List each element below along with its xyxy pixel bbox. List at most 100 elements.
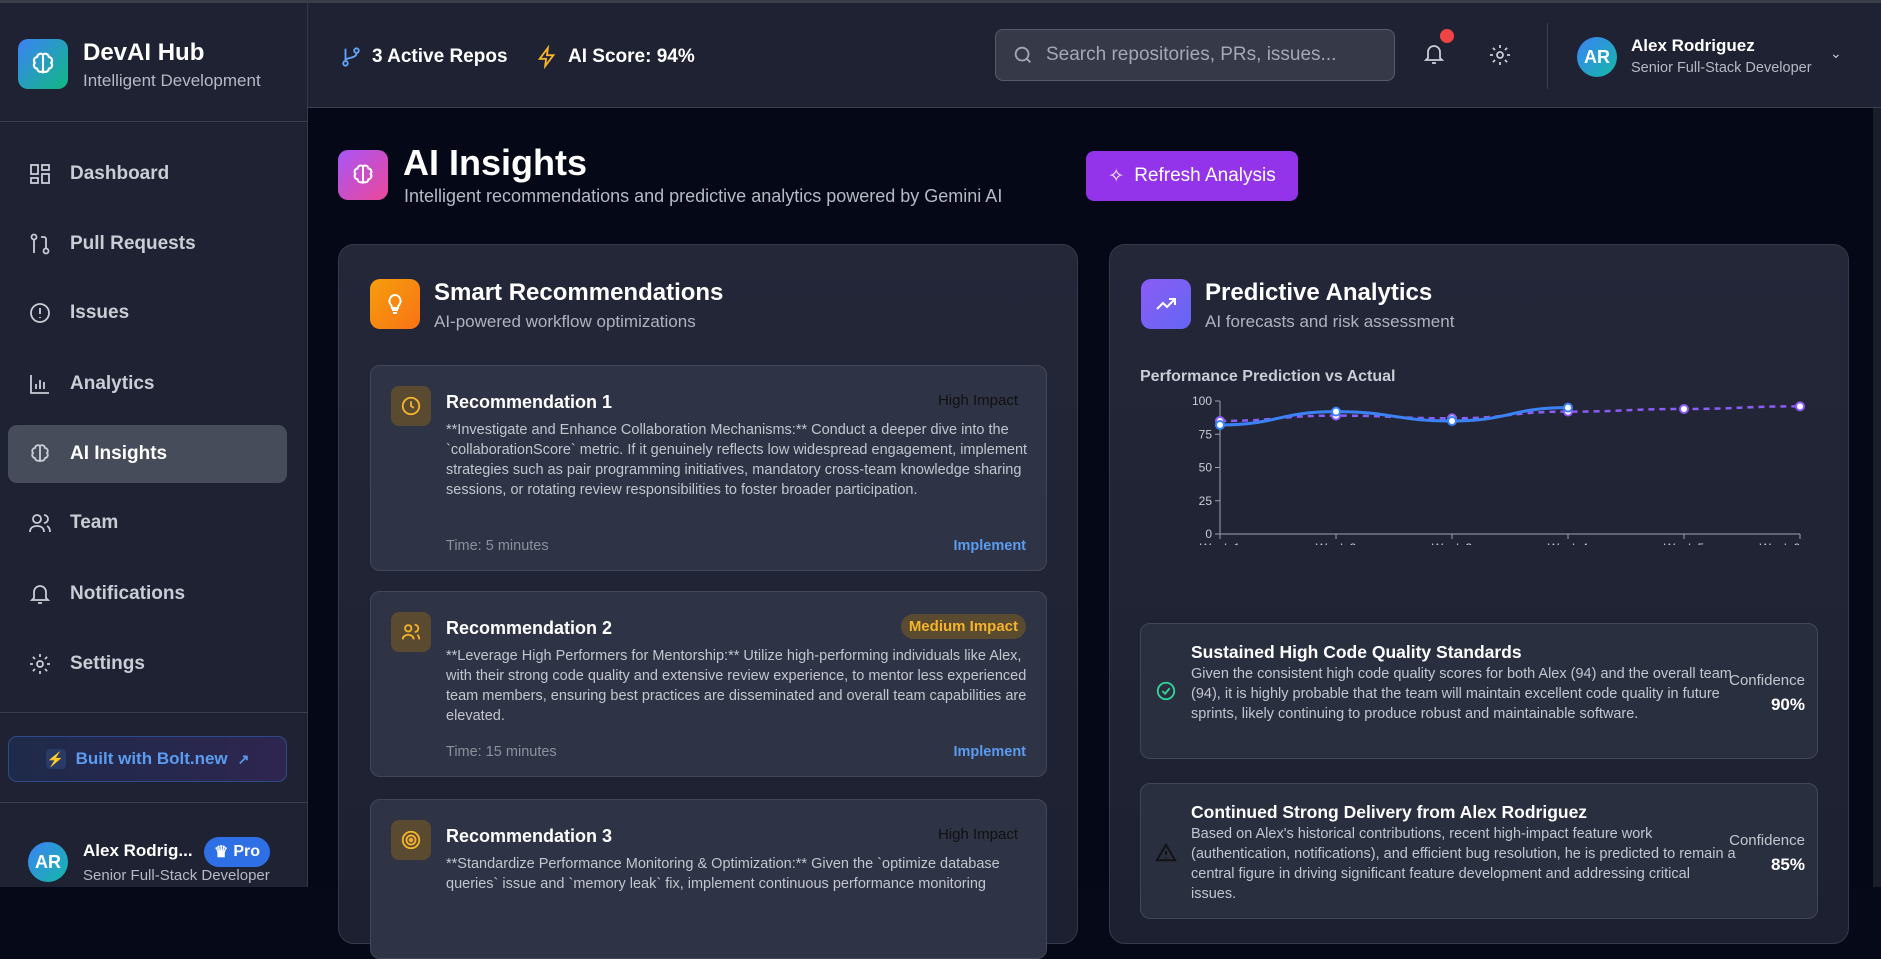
- app-name: DevAI Hub: [83, 39, 205, 66]
- bell-icon: [1423, 45, 1445, 64]
- implement-button[interactable]: Implement: [953, 538, 1026, 554]
- sidebar-user-name: Alex Rodrig...: [83, 841, 193, 860]
- page-subtitle: Intelligent recommendations and predicti…: [404, 186, 1003, 206]
- active-repos-label: 3 Active Repos: [372, 46, 508, 67]
- recommendation-card: Recommendation 2 Medium Impact **Leverag…: [370, 591, 1047, 777]
- recommendation-title: Recommendation 2: [446, 618, 613, 638]
- sidebar-item-dashboard[interactable]: Dashboard: [8, 145, 287, 203]
- notifications-button[interactable]: [1422, 29, 1454, 72]
- refresh-label: Refresh Analysis: [1134, 165, 1276, 186]
- gear-icon: [30, 654, 50, 674]
- sidebar-user-role: Senior Full-Stack Developer: [83, 867, 270, 884]
- sidebar-item-notifications[interactable]: Notifications: [8, 565, 287, 623]
- sidebar-item-pull-requests[interactable]: Pull Requests: [8, 215, 287, 273]
- divider: [1547, 23, 1548, 89]
- nav-label: Issues: [70, 302, 130, 323]
- search-input[interactable]: [1046, 44, 1376, 66]
- prediction-title: Continued Strong Delivery from Alex Rodr…: [1191, 802, 1588, 822]
- sidebar-item-settings[interactable]: Settings: [8, 635, 287, 693]
- search-box[interactable]: [995, 29, 1395, 81]
- confidence: Confidence 85%: [1729, 832, 1805, 875]
- user-role: Senior Full-Stack Developer: [1631, 60, 1812, 76]
- sidebar-item-issues[interactable]: Issues: [8, 284, 287, 342]
- confidence-value: 90%: [1770, 695, 1805, 714]
- refresh-analysis-button[interactable]: ✧ Refresh Analysis: [1086, 151, 1298, 201]
- data-point-actual: [1331, 406, 1341, 417]
- brain-logo-icon: [18, 39, 68, 89]
- pro-label: Pro: [233, 843, 261, 860]
- lightbulb-icon: [370, 279, 420, 329]
- users-icon: [29, 514, 51, 533]
- y-tick-label: 25: [1199, 494, 1213, 508]
- confidence: Confidence 90%: [1729, 672, 1805, 715]
- nav-label: Pull Requests: [70, 233, 196, 254]
- prediction-body: Based on Alex's historical contributions…: [1191, 826, 1736, 902]
- divider: [0, 121, 308, 122]
- y-tick-label: 0: [1205, 527, 1212, 541]
- x-tick-label: Week 4: [1548, 541, 1589, 545]
- check-circle-icon: [1156, 681, 1176, 701]
- impact-badge: Medium Impact: [900, 614, 1026, 639]
- crown-icon: ♛: [214, 844, 229, 861]
- nav-label: Analytics: [70, 373, 155, 394]
- recommendation-time: Time: 5 minutes: [446, 538, 549, 554]
- gear-icon: [1490, 45, 1510, 65]
- pro-badge: ♛ Pro: [204, 837, 271, 867]
- ai-score-stat: AI Score: 94%: [536, 45, 695, 69]
- card-subtitle: AI forecasts and risk assessment: [1205, 312, 1455, 331]
- app-tagline: Intelligent Development: [83, 71, 261, 90]
- card-title: Smart Recommendations: [434, 279, 724, 306]
- prediction-title: Sustained High Code Quality Standards: [1191, 642, 1522, 662]
- search-icon: [1014, 46, 1031, 63]
- implement-button[interactable]: Implement: [953, 744, 1026, 760]
- card-title: Predictive Analytics: [1205, 279, 1433, 306]
- sidebar-item-ai-insights[interactable]: AI Insights: [8, 425, 287, 483]
- settings-button[interactable]: [1488, 43, 1512, 72]
- impact-badge: High Impact: [937, 392, 1018, 409]
- notification-dot: [1440, 29, 1454, 43]
- recommendation-body: **Leverage High Performers for Mentorshi…: [446, 648, 1027, 724]
- recommendation-title: Recommendation 1: [446, 392, 613, 412]
- smart-recommendations-card: Smart Recommendations AI-powered workflo…: [338, 244, 1078, 959]
- recommendation-body: **Investigate and Enhance Collaboration …: [446, 422, 1028, 498]
- avatar[interactable]: AR: [28, 842, 68, 882]
- data-point-actual: [1215, 419, 1225, 430]
- external-link-icon: ↗: [237, 750, 250, 767]
- active-repos-stat: 3 Active Repos: [340, 45, 508, 69]
- users-icon: [391, 612, 431, 652]
- ai-score-label: AI Score: 94%: [568, 46, 695, 67]
- trending-up-icon: [1141, 279, 1191, 329]
- clock-icon: [391, 386, 431, 426]
- recommendation-title: Recommendation 3: [446, 826, 613, 846]
- chart-title: Performance Prediction vs Actual: [1140, 368, 1396, 385]
- card-subtitle: AI-powered workflow optimizations: [434, 312, 696, 331]
- data-point-actual: [1447, 415, 1457, 426]
- y-tick-label: 50: [1199, 461, 1213, 475]
- sidebar-item-analytics[interactable]: Analytics: [8, 355, 287, 413]
- window-top-border: [0, 0, 1881, 3]
- impact-badge: High Impact: [937, 826, 1018, 843]
- sparkles-icon: ✧: [1108, 165, 1125, 187]
- y-tick-label: 75: [1199, 427, 1213, 441]
- x-tick-label: Week 2: [1316, 541, 1357, 545]
- scrollbar[interactable]: [1873, 108, 1881, 887]
- page-title: AI Insights: [403, 142, 588, 183]
- confidence-label: Confidence: [1729, 832, 1805, 849]
- git-branch-icon: [342, 47, 360, 67]
- built-with-bolt-link[interactable]: ⚡ Built with Bolt.new ↗: [8, 736, 287, 782]
- predictive-analytics-card: Predictive Analytics AI forecasts and ri…: [1109, 244, 1849, 944]
- recommendation-card: Recommendation 1 High Impact **Investiga…: [370, 365, 1047, 571]
- bell-icon: [29, 585, 51, 604]
- dashboard-icon: [30, 164, 50, 184]
- nav-label: Notifications: [70, 583, 186, 604]
- prediction-card: Continued Strong Delivery from Alex Rodr…: [1140, 783, 1818, 919]
- divider: [0, 712, 308, 713]
- bolt-label: Built with Bolt.new: [75, 749, 228, 768]
- target-icon: [391, 820, 431, 860]
- sidebar-item-team[interactable]: Team: [8, 494, 287, 552]
- prediction-card: Sustained High Code Quality Standards Gi…: [1140, 623, 1818, 759]
- bar-chart-icon: [30, 375, 49, 394]
- nav-label: Team: [70, 512, 119, 533]
- nav-label: Dashboard: [70, 163, 170, 184]
- sidebar: DevAI Hub Intelligent Development Dashbo…: [0, 3, 308, 887]
